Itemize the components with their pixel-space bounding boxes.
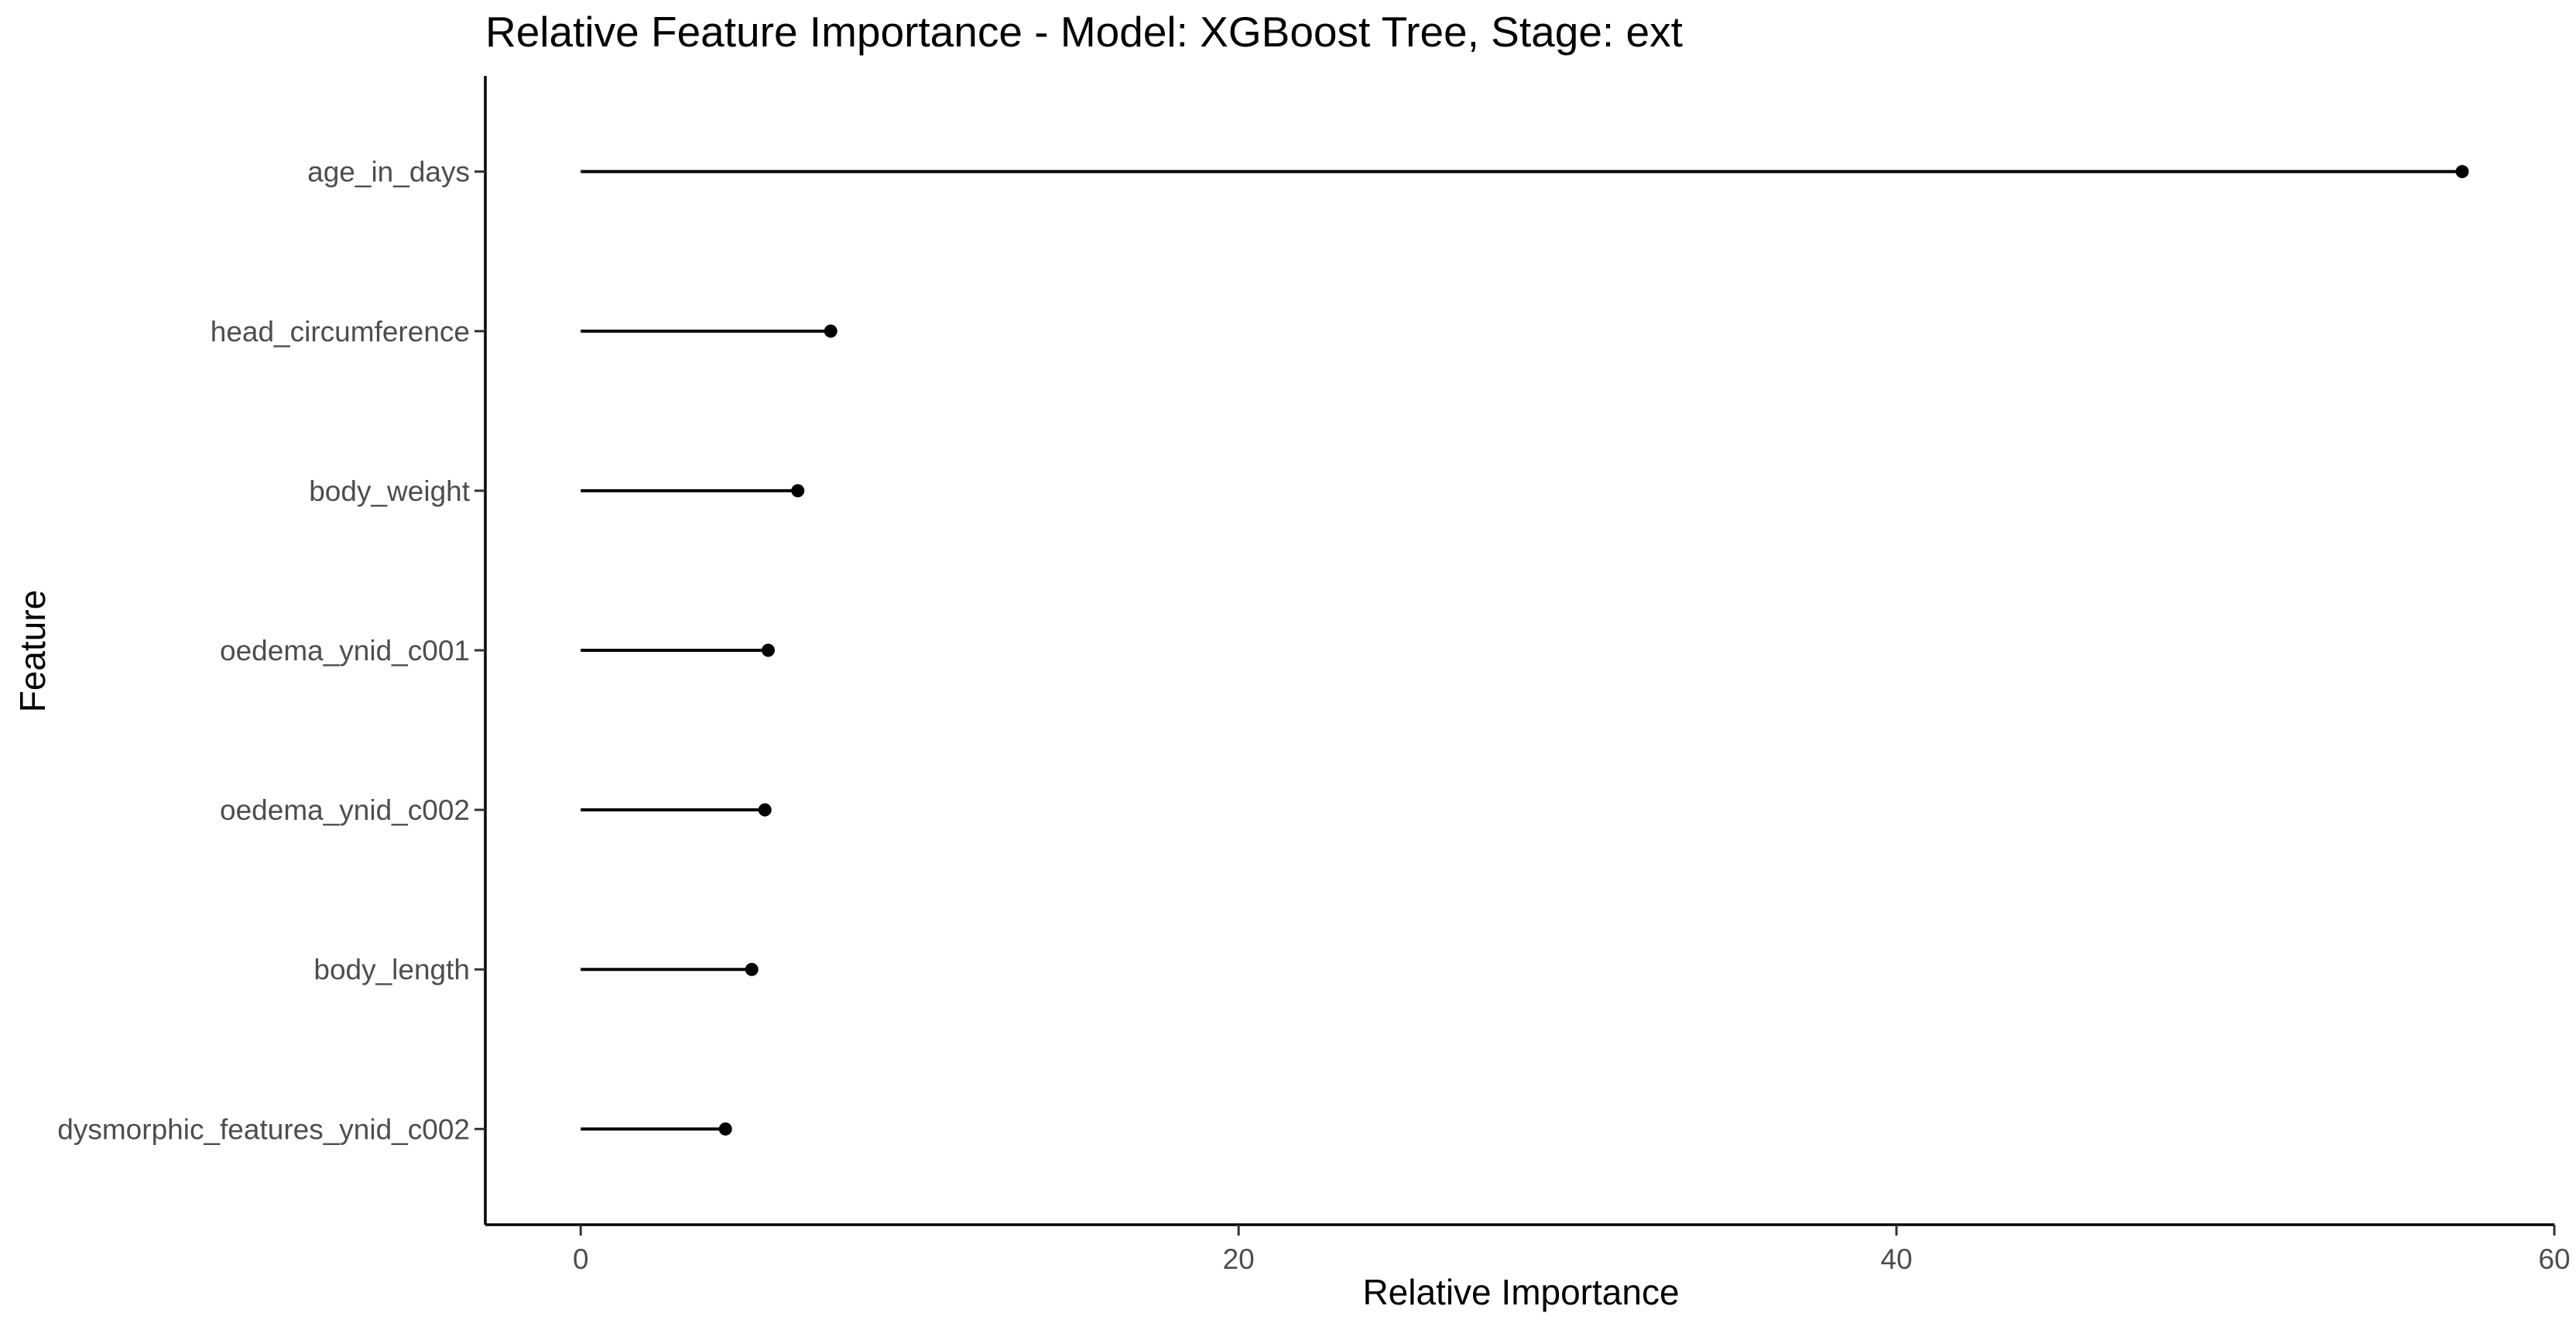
chart-title: Relative Feature Importance - Model: XGB… [485,8,1683,56]
y-tick-label: dysmorphic_features_ynid_c002 [57,1113,470,1145]
lollipop-point [758,803,772,817]
y-tick-label: oedema_ynid_c002 [220,794,470,826]
x-tick-label: 40 [1881,1243,1913,1275]
plot-area: 0 20 40 60 age_in_days head_circumferencebody… [57,76,2571,1275]
y-tick-label: body_length [313,954,470,986]
x-tick-label: 20 [1223,1243,1255,1275]
y-tick-label: body_weight [309,475,470,507]
y-tick-label: oedema_ynid_c001 [220,635,470,667]
lollipop-point [718,1122,732,1136]
y-axis-title: Feature [12,590,53,713]
y-tick-label: head_circumference [211,316,470,348]
x-tick-label: 0 [573,1243,589,1275]
y-tick-label: age_in_days [307,156,470,188]
lollipop-point [791,484,805,498]
lollipop-point [761,643,775,657]
lollipop-point [824,324,838,338]
x-axis-title: Relative Importance [1362,1272,1679,1312]
lollipop-point [745,962,759,976]
lollipop-point [2455,165,2469,179]
x-tick-label: 60 [2538,1243,2570,1275]
